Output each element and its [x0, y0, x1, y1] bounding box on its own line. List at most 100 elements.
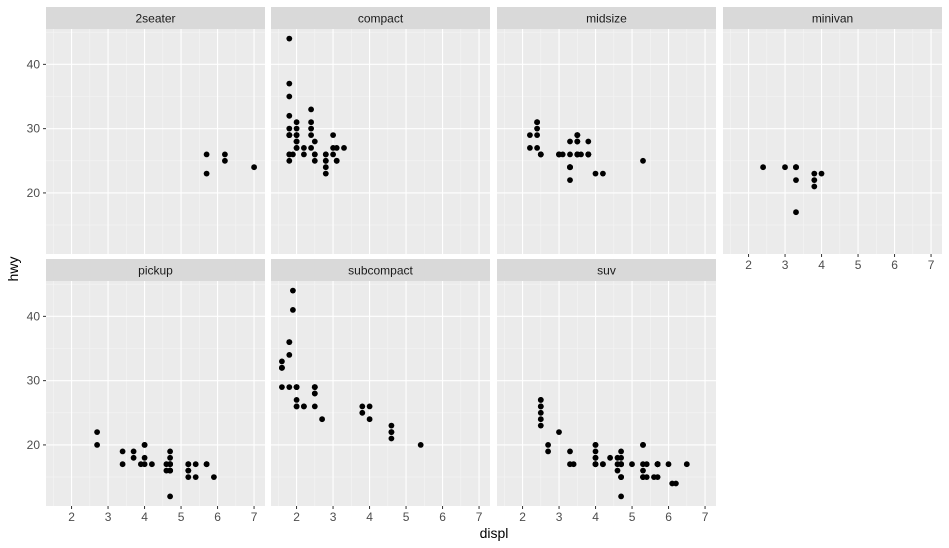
data-point	[618, 448, 624, 455]
data-point	[592, 461, 599, 468]
data-point	[567, 151, 573, 158]
x-tick-label: 3	[105, 510, 112, 524]
data-point	[319, 416, 325, 423]
data-point	[211, 474, 217, 480]
facet-strip-label: minivan	[812, 12, 853, 26]
data-point	[592, 448, 599, 455]
data-point	[141, 442, 148, 448]
data-point	[286, 80, 293, 87]
data-point	[251, 164, 257, 171]
x-tick-label: 3	[330, 510, 337, 524]
facet-panel-midsize: midsize	[497, 7, 716, 254]
data-point	[537, 397, 544, 403]
data-point	[286, 352, 293, 358]
data-point	[94, 429, 100, 435]
data-point	[192, 461, 199, 468]
x-tick-label: 6	[891, 258, 898, 272]
data-point	[290, 287, 296, 294]
facet-panel-minivan: minivan 2 3 4 5 6 7	[723, 7, 942, 272]
data-point	[818, 170, 825, 177]
data-point	[570, 461, 577, 468]
data-point	[811, 183, 818, 190]
data-point	[163, 461, 170, 468]
x-tick-label: 5	[178, 510, 185, 524]
y-tick-label: 20	[27, 186, 41, 200]
data-point	[760, 164, 766, 171]
data-point	[322, 151, 329, 158]
data-point	[311, 157, 318, 164]
data-point	[654, 461, 661, 468]
facet-strip-label: 2seater	[135, 12, 175, 26]
facet-strip	[497, 7, 716, 29]
data-point	[359, 409, 366, 416]
data-point	[592, 442, 599, 448]
data-point	[293, 384, 300, 390]
data-point	[149, 461, 155, 468]
data-point	[585, 151, 592, 158]
data-point	[388, 435, 395, 442]
data-point	[293, 125, 300, 132]
data-point	[301, 151, 307, 158]
data-point	[567, 164, 573, 171]
data-point	[618, 493, 624, 500]
y-tick-label: 40	[27, 57, 41, 71]
y-axis-title: hwy	[5, 257, 21, 282]
data-point	[286, 157, 293, 164]
data-point	[600, 170, 606, 177]
data-point	[793, 209, 799, 216]
data-point	[585, 138, 592, 145]
data-point	[222, 157, 228, 164]
data-point	[192, 474, 199, 480]
data-point	[286, 125, 293, 132]
x-tick-label: 5	[855, 258, 862, 272]
panel-background	[497, 281, 716, 506]
data-point	[185, 467, 192, 474]
data-point	[330, 132, 336, 139]
facet-panel-compact: compact	[271, 7, 490, 254]
data-point	[640, 157, 646, 164]
x-tick-label: 2	[519, 510, 526, 524]
data-point	[167, 454, 174, 461]
data-point	[683, 461, 690, 468]
data-point	[293, 119, 300, 126]
data-point	[286, 35, 293, 42]
data-point	[308, 106, 314, 113]
x-tick-label: 4	[592, 510, 599, 524]
data-point	[534, 145, 540, 151]
facet-strip	[271, 7, 490, 29]
data-point	[534, 119, 540, 126]
data-point	[640, 442, 646, 448]
data-point	[293, 403, 300, 410]
data-point	[308, 125, 314, 132]
data-point	[600, 461, 606, 468]
data-point	[167, 493, 174, 500]
x-tick-label: 6	[214, 510, 221, 524]
data-point	[290, 307, 296, 313]
data-point	[618, 474, 624, 480]
x-tick-label: 7	[928, 258, 935, 272]
data-point	[286, 132, 293, 139]
x-tick-label: 2	[293, 510, 300, 524]
data-point	[286, 151, 293, 158]
data-point	[665, 461, 672, 468]
data-point	[203, 461, 210, 468]
data-point	[567, 448, 573, 455]
data-point	[286, 384, 293, 390]
panel-background	[46, 29, 265, 254]
watermark-text: https://blog.csdn.net/qq_36333576	[719, 526, 941, 542]
data-point	[417, 442, 424, 448]
data-point	[537, 422, 544, 429]
data-point	[308, 145, 314, 151]
data-point	[311, 384, 318, 390]
facet-strip	[46, 7, 265, 29]
x-tick-label: 7	[476, 510, 483, 524]
data-point	[94, 442, 100, 448]
x-tick-label: 7	[702, 510, 709, 524]
data-point	[388, 429, 395, 435]
data-point	[811, 177, 818, 184]
data-point	[185, 474, 192, 480]
data-point	[203, 151, 210, 158]
data-point	[322, 157, 329, 164]
data-point	[592, 454, 599, 461]
